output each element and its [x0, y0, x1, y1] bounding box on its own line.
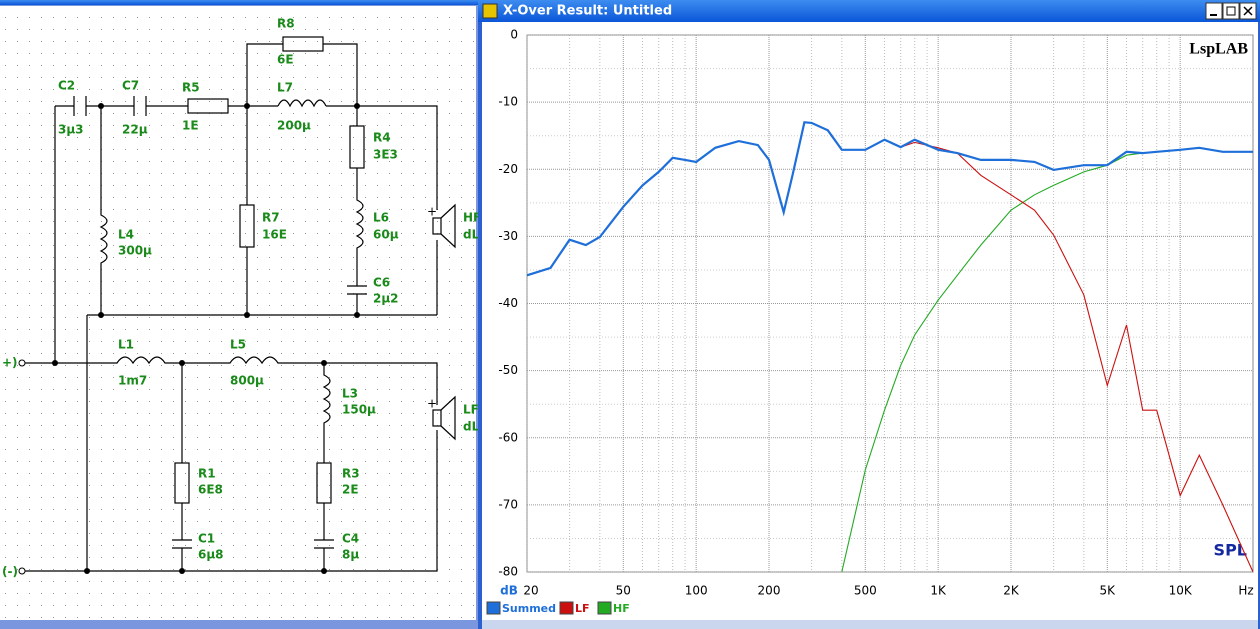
maximize[interactable] [1222, 2, 1240, 20]
component-name: C7 [122, 79, 139, 93]
component-value: dL [463, 228, 480, 242]
y-tick-label: -40 [498, 296, 518, 310]
component-value: 200µ [277, 119, 311, 133]
component-value: 300µ [118, 244, 152, 258]
component-value: 6µ8 [198, 548, 224, 562]
x-tick-label: 20 [523, 584, 538, 598]
component-value: 3E3 [373, 148, 398, 162]
x-tick-label: 50 [616, 584, 631, 598]
component-value: 1m7 [118, 374, 147, 388]
legend-swatch [559, 601, 574, 615]
legend-swatch [486, 601, 501, 615]
legend-label: LF [575, 602, 590, 615]
x-axis-label: Hz [1238, 584, 1253, 598]
component-name: C2 [58, 79, 75, 93]
plus: + [427, 205, 437, 219]
component-name: LF [463, 403, 479, 417]
component-name: R4 [373, 131, 391, 145]
y-axis-label: dB [500, 584, 518, 598]
component-name: L3 [342, 387, 358, 401]
component-labels: C2 3µ3 C7 22µ R5 1E R8 6E L7 200µ R4 3E3 R7 16E L4 300µ… [58, 17, 481, 562]
component-value: 800µ [230, 374, 264, 388]
component-value: 150µ [342, 403, 376, 417]
y-tick-label: -60 [498, 430, 518, 444]
x-tick-label: 10K [1169, 584, 1193, 598]
component-value: 3µ3 [58, 123, 84, 137]
component-name: L7 [277, 81, 293, 95]
component-name: C6 [373, 276, 390, 290]
legend-label: HF [613, 602, 630, 615]
chart-title: SPL [1214, 541, 1247, 560]
component-name: C1 [198, 532, 215, 546]
component-value: 22µ [122, 123, 148, 137]
component-value: 1E [182, 119, 199, 133]
terminal: +) [2, 356, 18, 370]
y-tick-label: -70 [498, 497, 518, 511]
x-tick-label: 200 [758, 584, 781, 598]
component-name: R5 [182, 81, 200, 95]
window-title: X-Over Result: Untitled [503, 4, 672, 19]
y-tick-label: -10 [498, 95, 518, 109]
component-name: L1 [118, 338, 134, 352]
plot: 20 50 100 200 500 1K 2K 5K 10K 0 -10 -20 -30 -40 -50 -6… [486, 28, 1254, 615]
component-value: 2E [342, 483, 359, 497]
minimize[interactable] [1205, 2, 1223, 20]
component-value: 8µ [342, 548, 359, 562]
junctions [52, 103, 360, 574]
schematic-window: + + +) (-) C2 3µ3 C7 22µ R5 1E R8 6E L7 200µ R4 3E3… [0, 0, 481, 629]
x-tick-label: 1K [930, 584, 947, 598]
component-value: 6E8 [198, 483, 223, 497]
terminal: (-) [2, 565, 18, 579]
y-tick-label: -80 [498, 565, 518, 579]
component-name: R7 [262, 211, 280, 225]
component-name: L6 [373, 211, 389, 225]
component-value: 2µ2 [373, 292, 399, 306]
component-name: HF [463, 211, 481, 225]
x-tick-label: 5K [1100, 584, 1117, 598]
y-tick-label: -30 [498, 229, 518, 243]
plus: + [427, 397, 437, 411]
component-value: 6E [277, 53, 294, 67]
window-buttons[interactable] [1205, 2, 1257, 20]
component-name: L5 [230, 338, 246, 352]
component-name: R1 [198, 467, 216, 481]
x-tick-label: 100 [685, 584, 708, 598]
wires [22, 36, 456, 572]
series-line [527, 121, 1253, 277]
x-tick-label: 500 [854, 584, 877, 598]
component-name: R3 [342, 467, 360, 481]
y-tick-label: 0 [510, 28, 518, 42]
component-value: 60µ [373, 228, 399, 242]
legend-swatch [597, 601, 612, 615]
watermark: LspLAB [1189, 41, 1248, 58]
component-value: dL [463, 420, 480, 434]
y-tick-label: -20 [498, 162, 518, 176]
x-tick-label: 2K [1003, 584, 1020, 598]
legend-label: Summed [502, 602, 556, 615]
component-name: R8 [277, 17, 295, 31]
component-name: C4 [342, 532, 359, 546]
y-tick-label: -50 [498, 363, 518, 377]
lines [527, 121, 1253, 572]
component-value: 16E [262, 228, 287, 242]
component-name: L4 [118, 228, 134, 242]
